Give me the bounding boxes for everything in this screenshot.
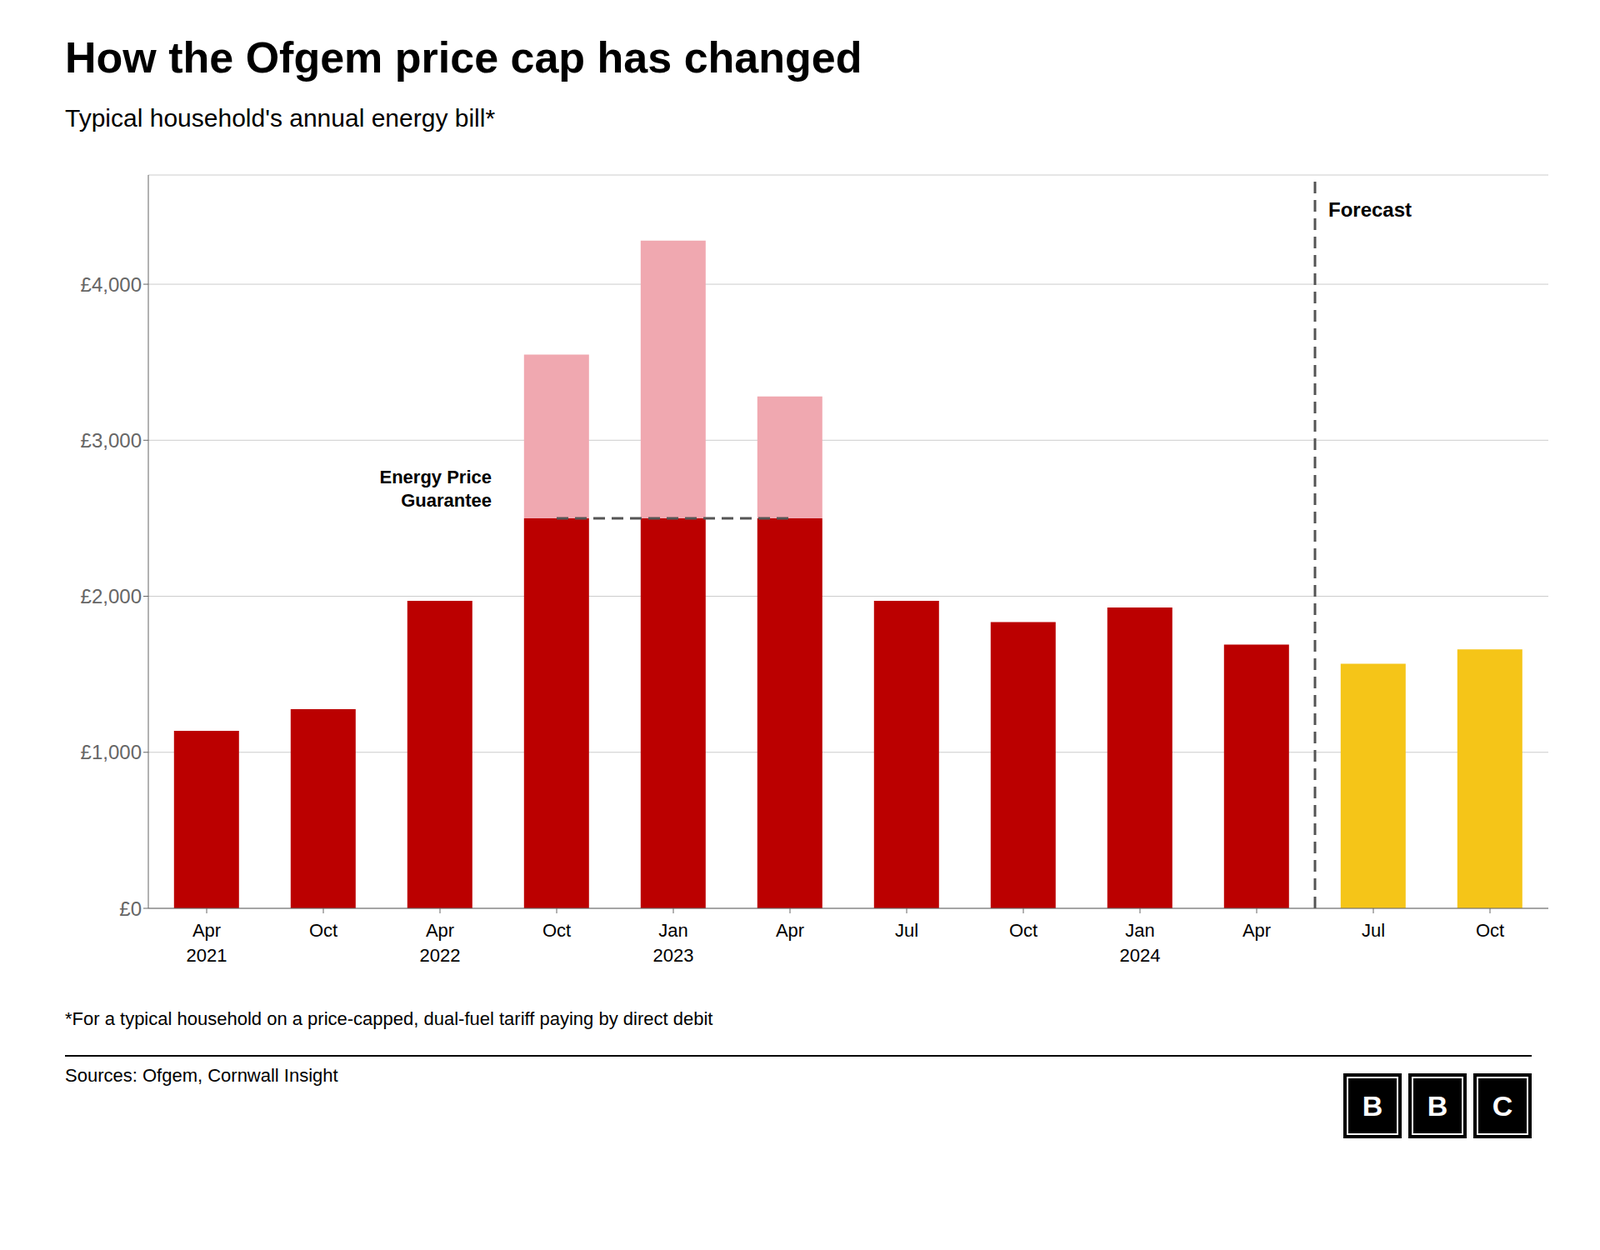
svg-text:Oct: Oct xyxy=(1475,920,1505,941)
html-text:Typical household's annual ene: Typical household's annual energy bill* xyxy=(65,104,496,132)
svg-text:£0: £0 xyxy=(119,897,142,920)
svg-text:£4,000: £4,000 xyxy=(80,273,142,296)
svg-text:Apr2021: Apr2021 xyxy=(186,920,228,966)
svg-text:Jul: Jul xyxy=(895,920,919,941)
svg-text:£3,000: £3,000 xyxy=(80,429,142,452)
html-text:How the Ofgem price cap has ch: How the Ofgem price cap has changed xyxy=(65,33,863,82)
svg-text:Oct: Oct xyxy=(542,920,571,941)
svg-text:Jan2024: Jan2024 xyxy=(1120,920,1161,966)
html-text:C: C xyxy=(1492,1089,1513,1122)
svg-text:Jan2023: Jan2023 xyxy=(653,920,695,966)
html-text:B: B xyxy=(1427,1089,1448,1122)
html-text:Sources: Ofgem, Cornwall Insig: Sources: Ofgem, Cornwall Insight xyxy=(65,1065,339,1087)
svg-text:Apr: Apr xyxy=(1242,920,1271,941)
svg-text:£1,000: £1,000 xyxy=(80,741,142,765)
html-text:*For a typical household on a: *For a typical household on a price-capp… xyxy=(65,1008,713,1030)
svg-text:Apr: Apr xyxy=(775,920,805,941)
svg-text:Forecast: Forecast xyxy=(1328,198,1412,221)
svg-text:£2,000: £2,000 xyxy=(80,585,142,608)
svg-text:Apr2022: Apr2022 xyxy=(420,920,461,966)
svg-text:Oct: Oct xyxy=(309,920,338,941)
svg-text:Jul: Jul xyxy=(1361,920,1385,941)
html-text:B: B xyxy=(1362,1089,1383,1122)
svg-text:Oct: Oct xyxy=(1009,920,1038,941)
svg-text:Energy PriceGuarantee: Energy PriceGuarantee xyxy=(379,466,492,511)
